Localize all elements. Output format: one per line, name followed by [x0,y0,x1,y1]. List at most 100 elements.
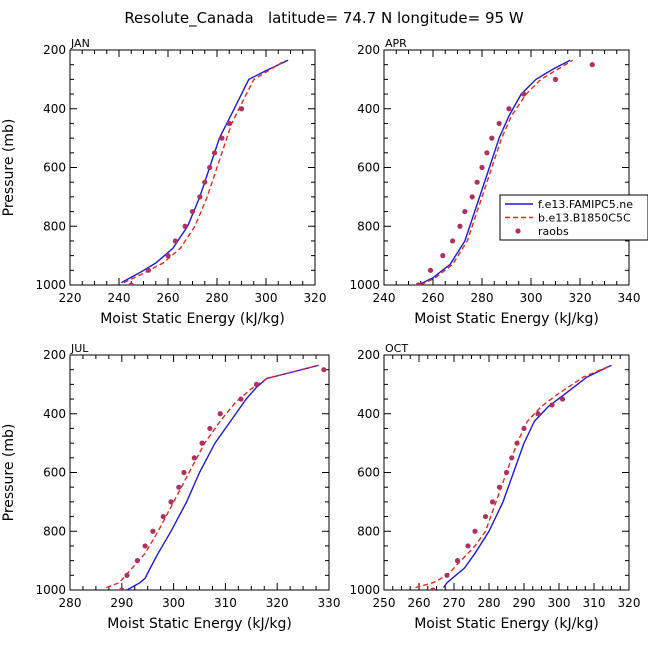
raobs-point [134,558,140,564]
raobs-point [503,469,510,476]
raobs-point [427,267,434,273]
x-tick-label: 320 [618,596,641,610]
raobs-point [119,587,125,590]
y-tick-label: 400 [43,407,66,421]
raobs-point [238,106,245,112]
raobs-point [430,587,436,590]
raobs-point [199,440,205,446]
x-tick-label: 220 [59,291,82,305]
raobs-point [181,469,187,476]
raobs-point [444,572,450,578]
raobs-point [202,179,208,185]
raobs-point [197,194,203,200]
y-tick-label: 800 [43,219,66,233]
raobs-point [207,425,213,432]
raobs-point [217,411,223,417]
y-tick-label: 800 [357,219,380,233]
y-tick-label: 1000 [35,278,66,292]
raobs-point [479,164,485,171]
y-tick-label: 600 [357,466,380,480]
raobs-point [472,528,478,534]
raobs-point [462,208,468,215]
series-line-b-e13 [415,364,612,589]
raobs-point [469,194,475,200]
raobs-point [238,396,244,402]
x-axis-label: Moist Static Energy (kJ/kg) [414,616,599,632]
x-tick-label: 300 [162,596,185,610]
series-group [415,364,612,590]
raobs-point [440,253,446,259]
panel-label: APR [385,37,407,50]
raobs-point [189,208,196,215]
raobs-point [521,91,527,97]
plot-frame [383,49,630,286]
legend-label: b.e13.B1850C5C [538,212,631,225]
panel-apr: 240 260 280 300 320 340 200 400 600 800 1000 APR Moi… [349,37,648,327]
y-tick-label: 400 [357,102,380,116]
x-tick-label: 270 [443,596,466,610]
y-tick-label: 800 [43,524,66,538]
raobs-point [253,381,260,387]
raobs-point [559,396,566,402]
y-tick-label: 600 [43,466,66,480]
x-tick-label: 300 [548,596,571,610]
raobs-point [150,528,156,534]
raobs-point [168,499,174,505]
x-tick-label: 240 [108,291,131,305]
legend-marker-raobs [515,228,521,234]
panel-jul: 280 290 300 310 320 330 200 400 600 800 1000 JUL Moi… [1,342,340,632]
panel-label: JUL [70,342,89,355]
plot-frame [69,49,316,286]
raobs-point [506,106,512,112]
x-tick-label: 280 [59,596,82,610]
x-tick-label: 320 [304,291,327,305]
x-tick-label: 240 [373,291,396,305]
raobs-point [489,135,495,141]
series-line-f-e13 [417,59,571,285]
y-tick-label: 600 [357,161,380,175]
raobs-point [128,282,134,285]
figure-title: Resolute_Canada latitude= 74.7 N longitu… [124,9,524,28]
x-tick-label: 330 [318,596,341,610]
y-tick-label: 200 [43,348,66,362]
raobs-point [182,223,188,229]
x-tick-label: 290 [513,596,536,610]
series-line-b-e13 [106,364,319,589]
series-line-b-e13 [420,59,573,285]
x-tick-label: 280 [478,596,501,610]
x-tick-label: 320 [266,596,289,610]
raobs-point [496,120,502,127]
y-tick-label: 200 [43,43,66,57]
x-tick-label: 280 [206,291,229,305]
y-tick-label: 600 [43,161,66,175]
raobs-point [552,76,559,82]
series-line-f-e13 [442,364,612,589]
raobs-point [535,411,541,417]
series-line-b-e13 [123,59,286,284]
x-tick-label: 320 [569,291,592,305]
raobs-point [160,513,166,520]
series-group [106,364,327,590]
raobs-point [450,238,456,244]
y-tick-label: 1000 [349,278,380,292]
x-axis-label: Moist Static Energy (kJ/kg) [100,311,285,327]
x-tick-label: 250 [373,596,396,610]
series-group [121,59,289,285]
y-tick-label: 200 [357,43,380,57]
panel-label: JAN [70,37,90,50]
raobs-point [549,402,555,408]
x-tick-label: 340 [618,291,641,305]
x-tick-label: 280 [471,291,494,305]
raobs-point [165,253,171,259]
y-axis-label: Pressure (mb) [1,119,17,217]
x-tick-label: 290 [110,596,133,610]
panel-oct: 250 260 270 280 290 300 310 320 200 400 600 800 1000… [349,342,640,632]
y-axis-label: Pressure (mb) [1,424,17,522]
x-tick-label: 260 [408,596,431,610]
raobs-point [321,367,327,373]
y-tick-label: 1000 [349,583,380,597]
raobs-point [465,543,471,549]
raobs-point [226,120,232,127]
